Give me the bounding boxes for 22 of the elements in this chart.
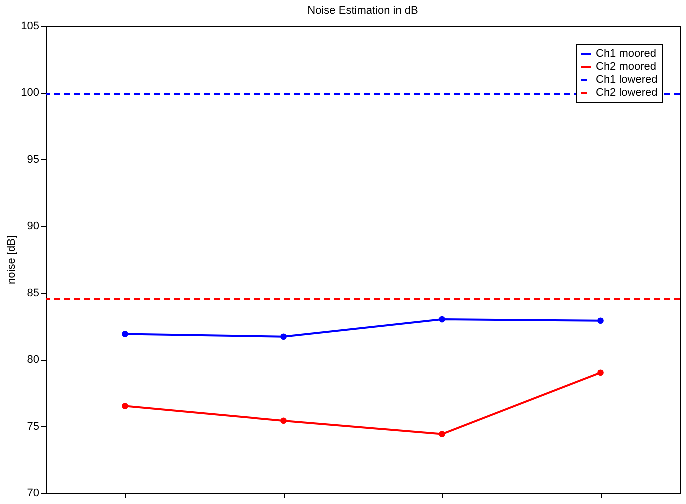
y-tick-label: 105: [21, 20, 40, 32]
point: [280, 418, 287, 424]
point: [439, 431, 446, 438]
legend-label: Ch1 lowered: [596, 74, 658, 86]
point: [598, 318, 604, 324]
point: [598, 370, 604, 376]
point: [280, 334, 287, 340]
chart-title: Noise Estimation in dB: [308, 5, 418, 17]
y-tick-label: 80: [27, 354, 40, 366]
y-tick-label: 95: [27, 154, 40, 166]
legend-label: Ch2 lowered: [596, 87, 658, 99]
point: [122, 331, 128, 338]
y-tick-label: 75: [27, 420, 40, 433]
y-axis-title: noise [dB]: [6, 236, 18, 284]
y-tick-label: 70: [27, 488, 40, 500]
y-tick-label: 100: [21, 87, 40, 100]
y-tick-label: 90: [27, 220, 40, 233]
legend-label: Ch2 moored: [596, 61, 657, 73]
y-tick-label: 85: [27, 287, 40, 300]
point: [439, 316, 446, 323]
point: [122, 403, 128, 410]
legend-label: Ch1 moored: [596, 48, 657, 60]
